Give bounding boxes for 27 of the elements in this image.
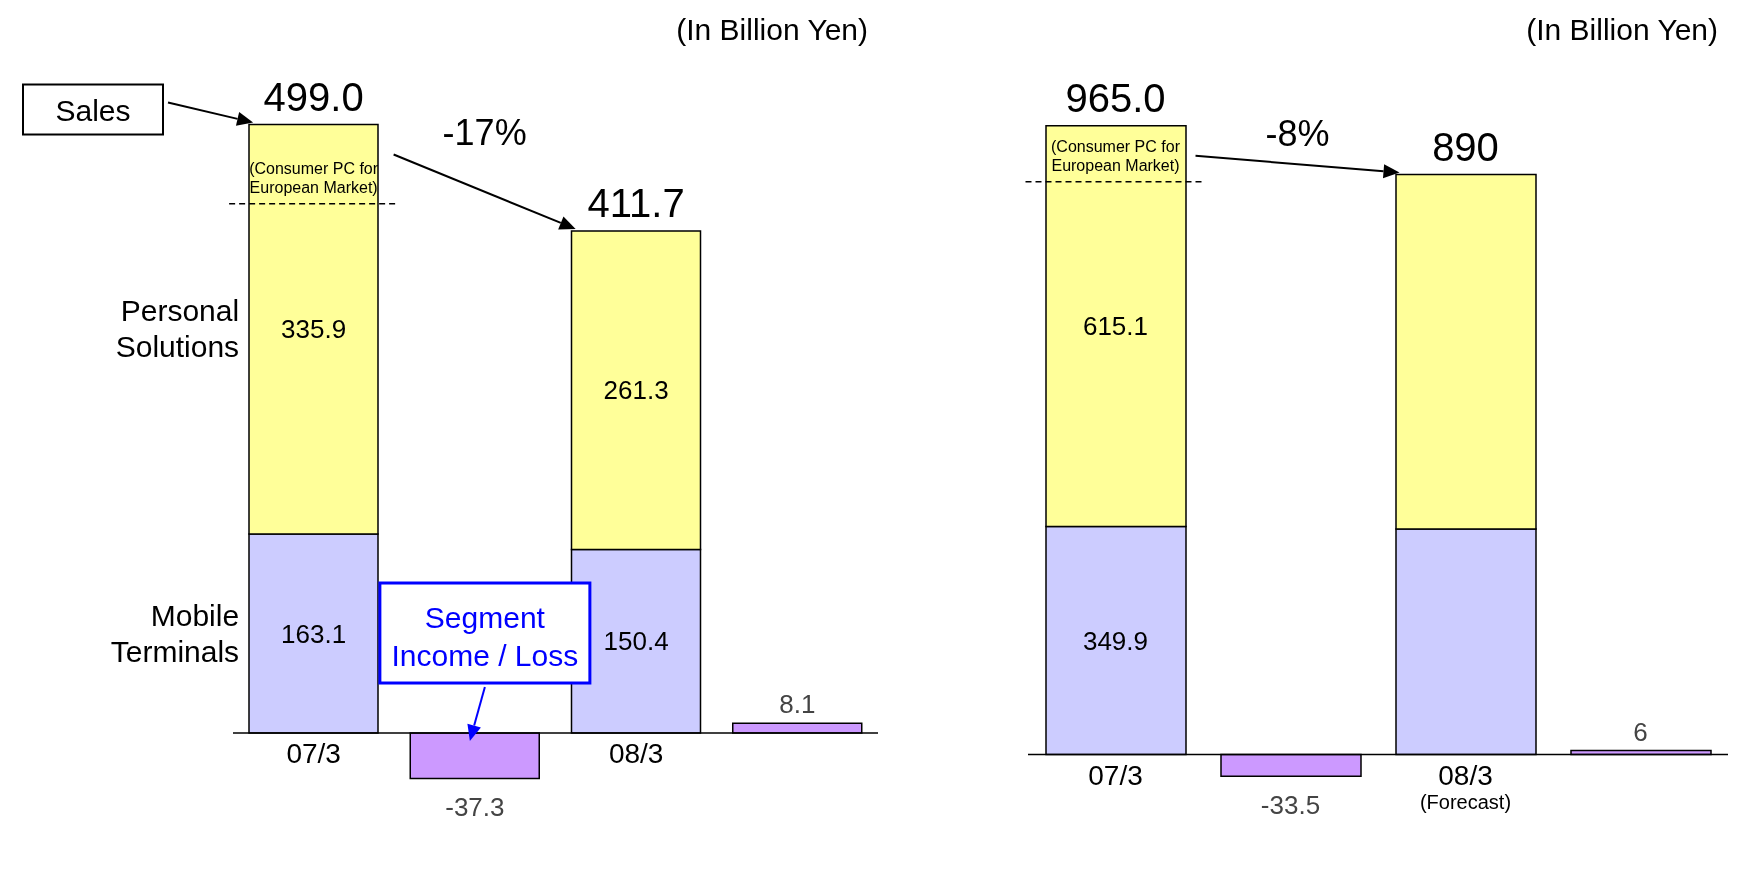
series-label: Personal Solutions bbox=[115, 294, 240, 364]
data-label: 6 bbox=[1633, 716, 1648, 747]
data-label: -37.3 bbox=[445, 792, 505, 823]
text: Segment Income / Loss bbox=[391, 601, 579, 673]
total-label: 499.0 bbox=[263, 74, 364, 119]
x-tick-label: 07/3 bbox=[1088, 759, 1143, 791]
data-label: 8.1 bbox=[779, 689, 816, 720]
data-label: 615.1 bbox=[1082, 311, 1149, 342]
x-tick-label: 07/3 bbox=[286, 738, 341, 770]
data-label: 150.4 bbox=[603, 626, 669, 657]
total-label: 890 bbox=[1432, 124, 1499, 169]
data-label: 349.9 bbox=[1082, 625, 1149, 656]
annotation: -8% bbox=[1265, 112, 1330, 154]
data-label: -33.5 bbox=[1260, 790, 1321, 821]
annotation: -17% bbox=[442, 111, 527, 153]
series-label: Mobile Terminals bbox=[110, 598, 240, 668]
ref-line-label: (Consumer PC for European Market) bbox=[1051, 137, 1181, 174]
x-tick-label: 08/3 (Forecast) bbox=[1419, 759, 1512, 813]
data-label: 163.1 bbox=[281, 618, 347, 649]
x-tick-label: 08/3 bbox=[608, 738, 664, 770]
text: (In Billion Yen) bbox=[1526, 13, 1718, 46]
total-label: 965.0 bbox=[1065, 75, 1166, 120]
data-label: 335.9 bbox=[281, 314, 347, 345]
total-label: 411.7 bbox=[587, 180, 685, 225]
text: (In Billion Yen) bbox=[676, 13, 868, 46]
text: Sales bbox=[55, 93, 131, 127]
data-label: 261.3 bbox=[603, 375, 669, 406]
